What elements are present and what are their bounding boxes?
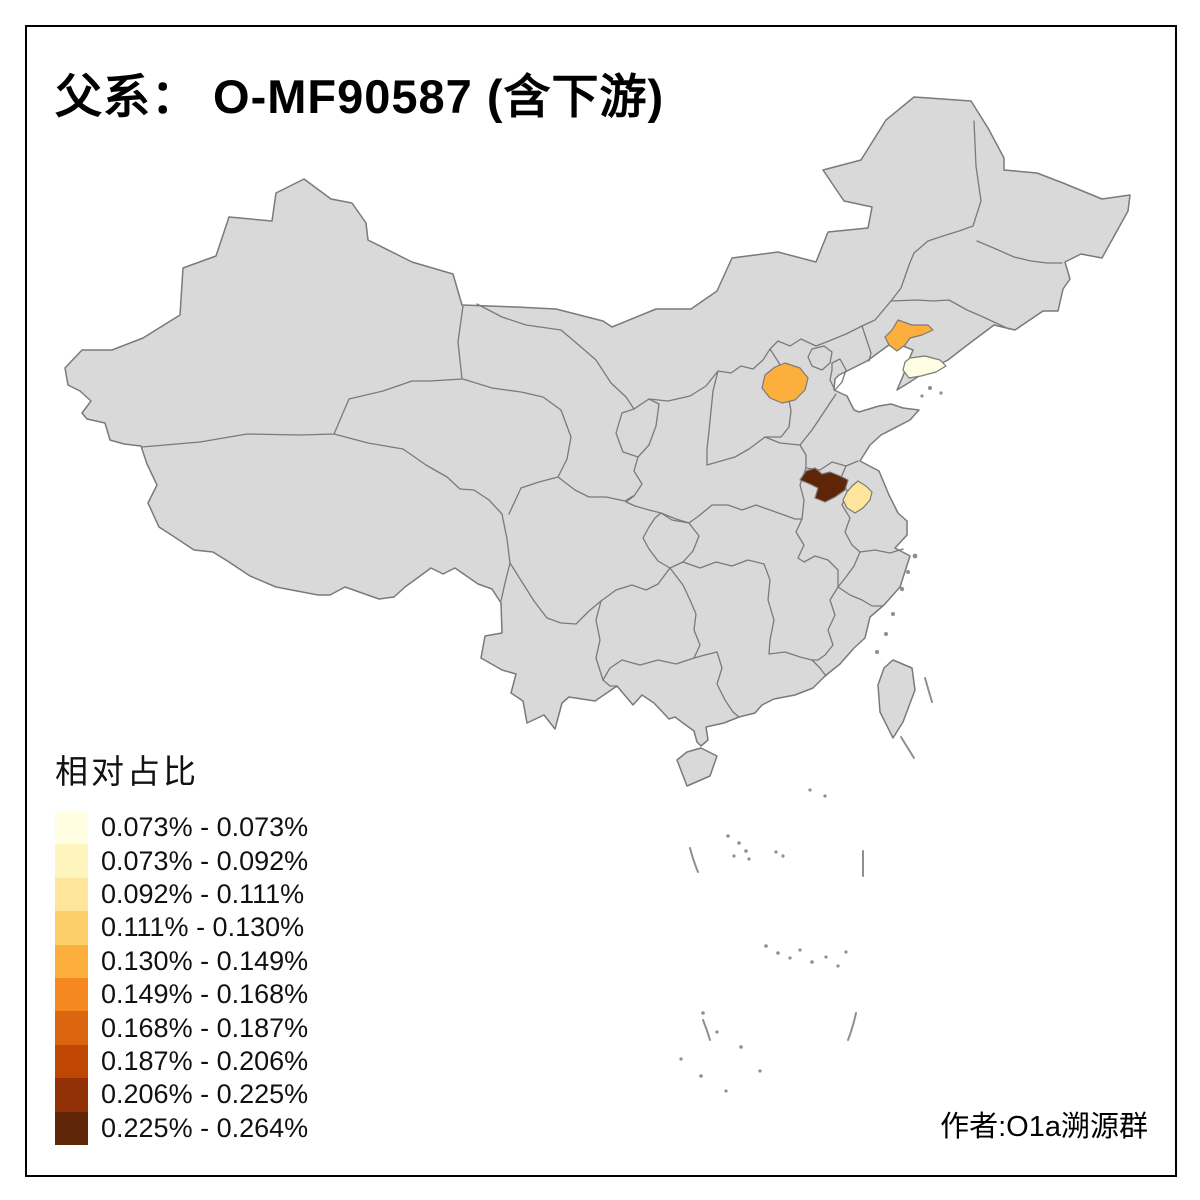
region-hebei-central: [761, 362, 809, 404]
legend-swatch: [55, 1078, 88, 1112]
legend-row: 0.168% - 0.187%: [55, 1011, 309, 1045]
legend-swatch: [55, 811, 88, 845]
region-liaodong-peninsula: [902, 355, 947, 379]
legend-swatch: [55, 877, 88, 912]
region-liaoning-west: [884, 319, 934, 352]
legend-label: 0.130% - 0.149%: [101, 945, 309, 976]
legend-swatch: [55, 944, 88, 978]
choropleth-regions: [761, 319, 947, 514]
region-jiangsu-north: [842, 480, 873, 514]
legend-label: 0.225% - 0.264%: [101, 1112, 309, 1143]
legend-label: 0.073% - 0.073%: [101, 812, 309, 843]
legend-row: 0.149% - 0.168%: [55, 977, 309, 1012]
legend-swatch: [55, 844, 88, 878]
taiwan-island: [877, 659, 916, 739]
legend-label: 0.187% - 0.206%: [101, 1045, 309, 1076]
legend-label: 0.092% - 0.111%: [101, 878, 305, 909]
legend-title: 相对占比: [55, 753, 199, 790]
legend-swatch: [55, 977, 88, 1012]
dash-line-segments: [689, 677, 933, 1041]
legend-row: 0.073% - 0.092%: [55, 844, 309, 878]
region-jiangsu-northwest: [799, 467, 849, 503]
legend-label: 0.111% - 0.130%: [101, 912, 305, 943]
legend-row: 0.111% - 0.130%: [55, 911, 308, 945]
legend-label: 0.206% - 0.225%: [101, 1079, 309, 1110]
islet-specks: [679, 386, 943, 1093]
islands: [676, 659, 916, 787]
legend-row: 0.206% - 0.225%: [55, 1078, 309, 1112]
author-attribution: 作者:O1a溯源群: [940, 1111, 1148, 1143]
legend-row: 0.225% - 0.264%: [55, 1111, 309, 1145]
legend-label: 0.073% - 0.092%: [101, 845, 309, 876]
legend-row: 0.092% - 0.111%: [55, 877, 308, 912]
map-legend: 相对占比 0.073% - 0.073% 0.073% - 0.092% 0.0…: [55, 745, 308, 1145]
legend-swatch: [55, 1044, 88, 1079]
legend-row: 0.187% - 0.206%: [55, 1044, 309, 1079]
legend-row: 0.130% - 0.149%: [55, 944, 309, 978]
china-mainland-outline: [64, 96, 1131, 747]
legend-swatch: [55, 911, 88, 945]
legend-label: 0.149% - 0.168%: [101, 979, 309, 1010]
hainan-island: [676, 747, 718, 787]
page-title: 父系： O-MF90587 (含下游): [55, 70, 665, 123]
province-borders: [141, 120, 1063, 718]
legend-row: 0.073% - 0.073%: [55, 811, 309, 845]
legend-label: 0.168% - 0.187%: [101, 1012, 309, 1043]
legend-swatch: [55, 1111, 88, 1145]
legend-swatch: [55, 1011, 88, 1045]
